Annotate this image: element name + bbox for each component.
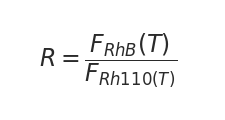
- Text: $R = \dfrac{F_{RhB}(T)}{F_{Rh110(T)}}$: $R = \dfrac{F_{RhB}(T)}{F_{Rh110(T)}}$: [39, 31, 177, 89]
